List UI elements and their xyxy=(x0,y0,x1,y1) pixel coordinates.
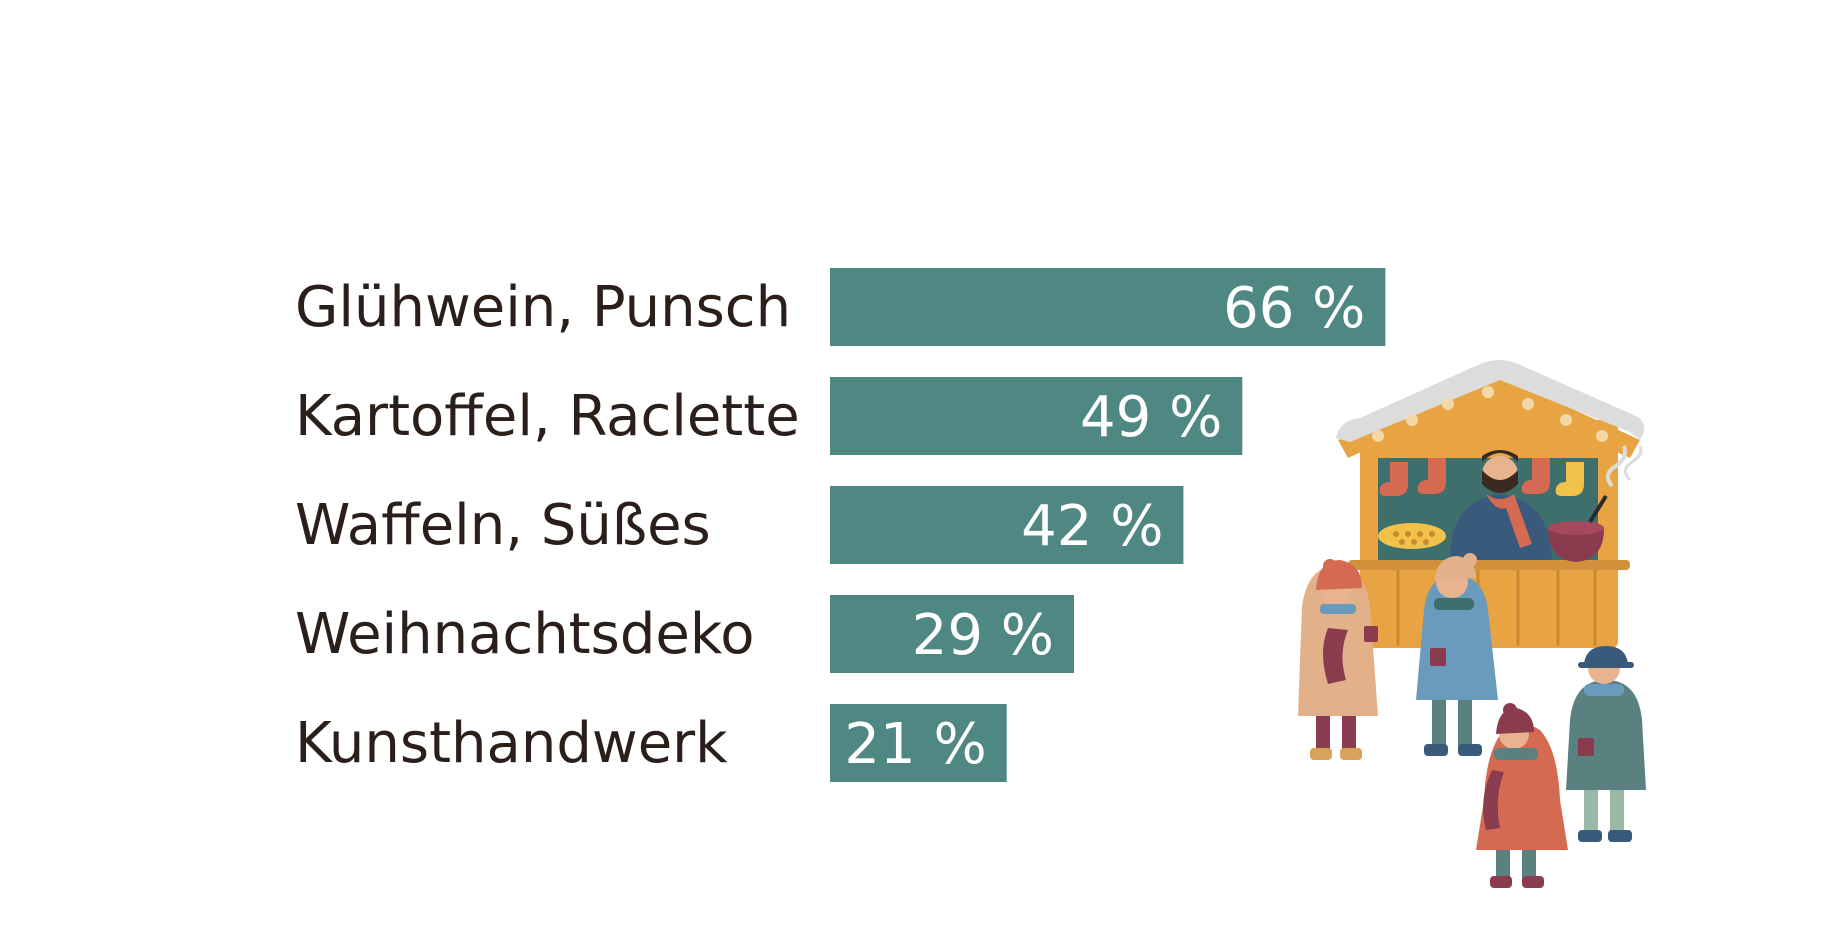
christmas-market-stall-icon xyxy=(1298,360,1646,888)
category-label: Kartoffel, Raclette xyxy=(295,384,800,449)
bar xyxy=(830,268,1386,346)
category-label: Weihnachtsdeko xyxy=(295,602,755,667)
data-label: 21 % xyxy=(844,712,986,777)
category-label: Glühwein, Punsch xyxy=(295,275,791,340)
bar-chart: Glühwein, Punsch 66 % Kartoffel, Raclette 4… xyxy=(295,268,1386,782)
category-label: Kunsthandwerk xyxy=(295,711,728,776)
category-label: Waffeln, Süßes xyxy=(295,493,711,558)
data-label: 29 % xyxy=(912,603,1054,668)
bar xyxy=(830,486,1184,564)
data-label: 49 % xyxy=(1080,385,1222,450)
data-label: 42 % xyxy=(1021,494,1163,559)
bar xyxy=(830,377,1243,455)
bar xyxy=(830,704,1007,782)
data-label: 66 % xyxy=(1223,276,1365,341)
bar xyxy=(830,595,1075,673)
